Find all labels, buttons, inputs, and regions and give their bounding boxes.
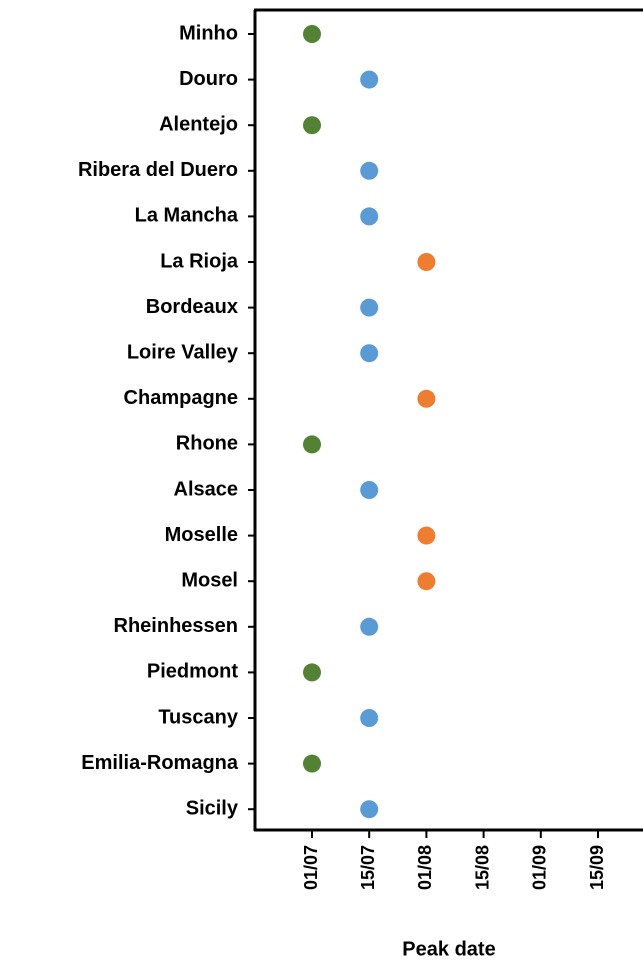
dot bbox=[303, 663, 321, 682]
y-tick-label: Emilia-Romagna bbox=[81, 752, 239, 774]
y-tick-label: Tuscany bbox=[158, 706, 239, 728]
x-tick-label: 01/08 bbox=[415, 845, 435, 890]
dot bbox=[360, 344, 379, 363]
y-tick-label: Minho bbox=[179, 22, 238, 44]
dot bbox=[360, 481, 379, 499]
dot bbox=[417, 253, 436, 271]
x-axis-label: Peak date bbox=[402, 938, 495, 960]
dot bbox=[303, 435, 321, 454]
y-tick-label: Mosel bbox=[181, 569, 238, 591]
y-tick-label: Alsace bbox=[174, 478, 239, 500]
y-tick-label: Alentejo bbox=[159, 113, 238, 135]
dot bbox=[360, 298, 379, 317]
x-tick-label: 01/07 bbox=[301, 845, 321, 890]
dot bbox=[360, 70, 379, 89]
y-tick-label: Champagne bbox=[124, 387, 238, 409]
y-tick-label: Loire Valley bbox=[127, 341, 239, 363]
dot bbox=[360, 800, 379, 819]
y-tick-label: La Rioja bbox=[160, 250, 239, 272]
y-tick-label: Moselle bbox=[165, 524, 238, 546]
x-tick-label: 15/07 bbox=[358, 845, 378, 890]
dot bbox=[303, 116, 321, 135]
y-tick-label: La Mancha bbox=[135, 205, 239, 227]
dot bbox=[360, 207, 379, 226]
y-tick-label: Bordeaux bbox=[146, 296, 238, 318]
y-tick-label: Rhone bbox=[176, 433, 238, 455]
y-tick-label: Ribera del Duero bbox=[78, 159, 238, 181]
y-tick-label: Douro bbox=[179, 68, 238, 90]
dot bbox=[303, 25, 321, 43]
x-tick-label: 15/09 bbox=[587, 845, 607, 890]
dot bbox=[303, 754, 321, 773]
dot bbox=[417, 389, 436, 408]
dot bbox=[417, 572, 436, 591]
y-tick-label: Piedmont bbox=[147, 661, 238, 683]
dot bbox=[360, 709, 379, 727]
x-tick-label: 15/08 bbox=[472, 845, 492, 890]
y-tick-label: Rheinhessen bbox=[114, 615, 238, 637]
x-tick-label: 01/09 bbox=[530, 845, 550, 890]
y-tick-label: Sicily bbox=[186, 797, 239, 819]
dot bbox=[360, 617, 379, 636]
dot bbox=[360, 161, 379, 180]
dot bbox=[417, 526, 436, 545]
